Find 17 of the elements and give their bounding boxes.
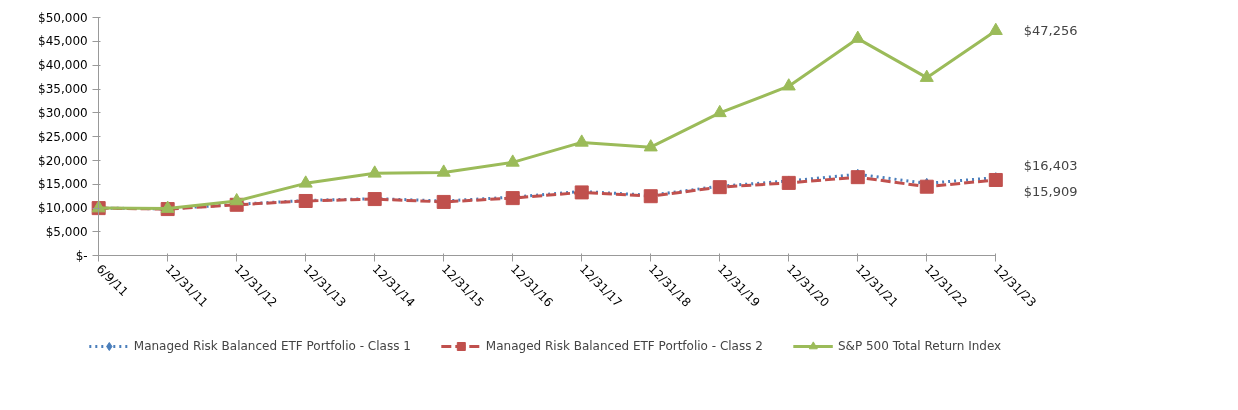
y-tick-label: $15,000 xyxy=(38,177,88,192)
y-tick-label: $35,000 xyxy=(38,82,88,97)
y-tick-label: $30,000 xyxy=(38,105,88,120)
y-tick-label: $5,000 xyxy=(45,224,88,239)
legend-label: Managed Risk Balanced ETF Portfolio - Class 2 xyxy=(485,339,763,353)
annotation: $47,256 xyxy=(1023,23,1078,39)
annotation: $16,403 xyxy=(1023,158,1078,174)
y-tick-label: $25,000 xyxy=(38,129,88,144)
legend-label: S&P 500 Total Return Index xyxy=(837,339,1002,353)
y-tick-label: $45,000 xyxy=(38,34,88,49)
y-tick-label: $- xyxy=(75,248,88,263)
y-tick-label: $10,000 xyxy=(38,201,88,216)
legend-label: Managed Risk Balanced ETF Portfolio - Class 1 xyxy=(133,339,411,353)
y-tick-label: $20,000 xyxy=(38,153,88,168)
y-tick-label: $40,000 xyxy=(38,58,88,73)
annotation: $15,909 xyxy=(1023,184,1078,200)
y-tick-label: $50,000 xyxy=(38,10,88,25)
